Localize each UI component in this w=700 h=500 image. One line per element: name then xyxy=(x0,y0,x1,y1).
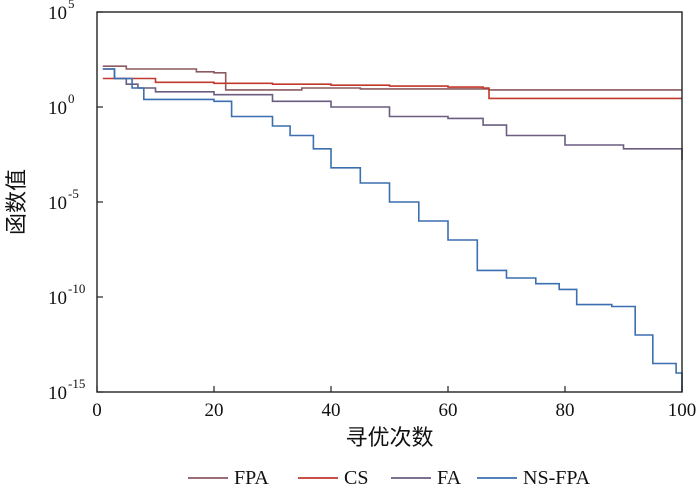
x-tick-label: 20 xyxy=(205,400,224,421)
series-line-ns-fpa xyxy=(102,68,683,392)
y-tick-label: 10 xyxy=(48,288,67,309)
x-tick-label: 0 xyxy=(92,400,102,421)
y-tick-label: 10 xyxy=(48,383,67,404)
y-tick-exponent: -10 xyxy=(68,281,85,296)
x-tick-label: 60 xyxy=(439,400,458,421)
y-tick-exponent: 0 xyxy=(68,91,75,106)
legend-label: FPA xyxy=(234,467,269,489)
x-tick-label: 100 xyxy=(668,400,697,421)
y-tick-exponent: -5 xyxy=(68,186,79,201)
series-line-cs xyxy=(102,77,682,100)
x-tick-label: 40 xyxy=(322,400,341,421)
legend-label: CS xyxy=(344,467,368,489)
legend: FPA CS FA NS-FPA xyxy=(188,467,591,489)
x-axis-title: 寻优次数 xyxy=(345,426,433,451)
y-tick-label: 10 xyxy=(48,3,67,24)
legend-label: NS-FPA xyxy=(523,467,591,489)
y-tick-exponent: 5 xyxy=(68,0,75,11)
x-tick-label: 80 xyxy=(556,400,575,421)
legend-label: FA xyxy=(437,467,462,489)
series-line-fpa xyxy=(102,65,682,91)
y-tick-exponent: -15 xyxy=(68,376,85,391)
y-tick-label: 10 xyxy=(48,98,67,119)
y-axis-title: 函数值 xyxy=(5,169,30,235)
y-tick-label: 10 xyxy=(48,193,67,214)
series-layer xyxy=(102,65,683,392)
series-line-fa xyxy=(102,68,683,161)
